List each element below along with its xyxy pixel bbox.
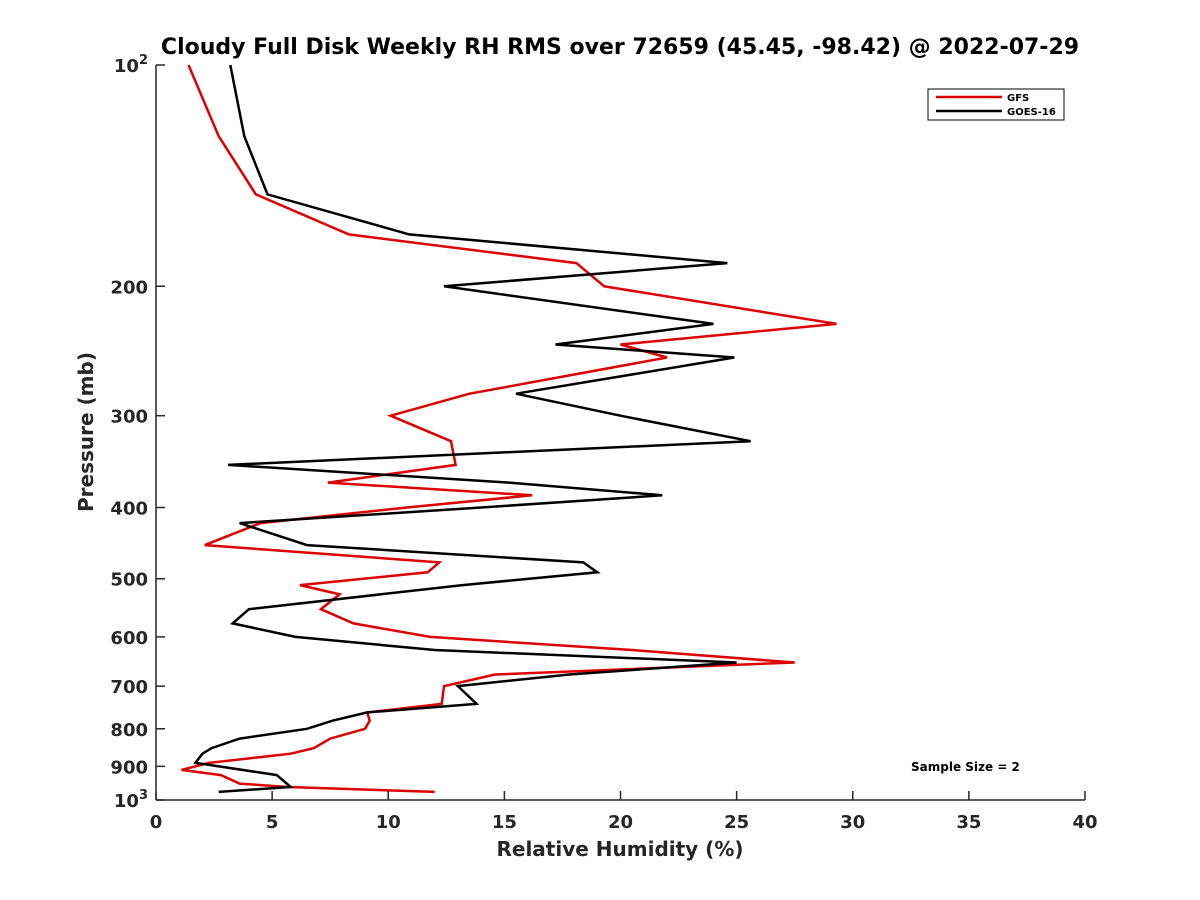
y-tick-label: 800 bbox=[110, 720, 148, 741]
x-tick-label: 20 bbox=[608, 812, 633, 833]
series-line-goes-16 bbox=[193, 64, 751, 794]
y-tick-label: 400 bbox=[110, 499, 148, 520]
chart-title: Cloudy Full Disk Weekly RH RMS over 7265… bbox=[161, 35, 1079, 60]
y-tick-label: 500 bbox=[110, 570, 148, 591]
y-ticks: 102 200 300 400 500 600 700 800 900 103 bbox=[110, 53, 165, 812]
y-tick-label: 700 bbox=[110, 677, 148, 698]
legend-label-goes-16: GOES-16 bbox=[1007, 107, 1056, 118]
series-line-gfs bbox=[181, 64, 837, 794]
y-tick-label: 300 bbox=[110, 407, 148, 428]
x-tick-label: 10 bbox=[376, 812, 401, 833]
x-tick-label: 40 bbox=[1072, 812, 1097, 833]
y-tick-label: 103 bbox=[114, 788, 148, 812]
x-tick-label: 25 bbox=[724, 812, 749, 833]
y-tick-label: 200 bbox=[110, 277, 148, 298]
y-axis-label: Pressure (mb) bbox=[74, 352, 98, 512]
sample-size-annotation: Sample Size = 2 bbox=[911, 760, 1020, 774]
y-tick-label: 102 bbox=[114, 53, 148, 77]
legend-label-gfs: GFS bbox=[1007, 93, 1029, 104]
x-tick-label: 5 bbox=[266, 812, 279, 833]
x-axis-label: Relative Humidity (%) bbox=[496, 837, 743, 861]
x-tick-label: 15 bbox=[492, 812, 517, 833]
x-ticks: 0 5 10 15 20 25 30 35 40 bbox=[150, 791, 1098, 833]
x-tick-label: 35 bbox=[956, 812, 981, 833]
legend: GFS GOES-16 bbox=[927, 88, 1065, 121]
y-tick-label: 600 bbox=[110, 628, 148, 649]
x-tick-label: 30 bbox=[840, 812, 865, 833]
axes bbox=[155, 65, 1085, 801]
x-tick-label: 0 bbox=[150, 812, 163, 833]
legend-box bbox=[927, 88, 1065, 121]
y-tick-label: 900 bbox=[110, 757, 148, 778]
series-layer bbox=[181, 64, 837, 794]
